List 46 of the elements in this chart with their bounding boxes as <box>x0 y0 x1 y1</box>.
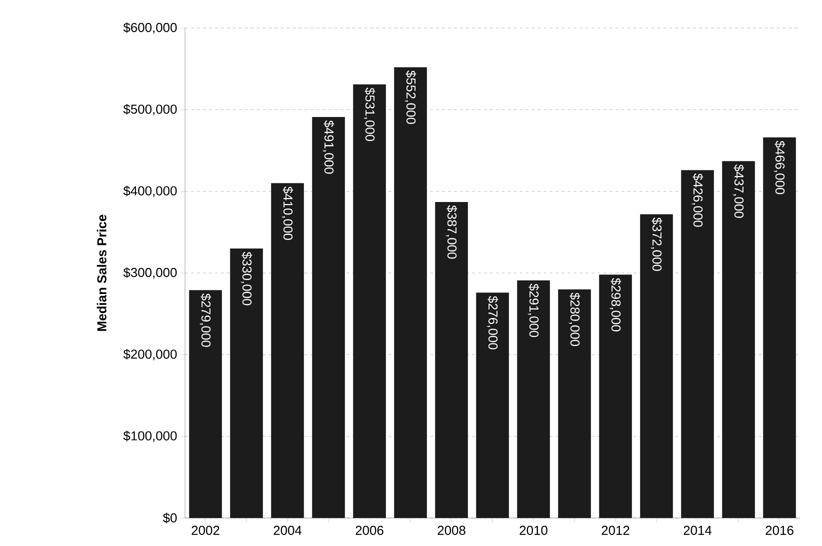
x-tick-label: 2012 <box>602 526 630 535</box>
bar <box>476 292 509 518</box>
x-tick-label: 2006 <box>356 526 384 535</box>
data-label: $298,000 <box>610 278 622 332</box>
bar <box>435 202 468 518</box>
y-tick-label: $200,000 <box>123 349 177 360</box>
data-label: $437,000 <box>732 164 744 218</box>
y-tick-label: $0 <box>162 512 177 524</box>
y-tick-label: $500,000 <box>123 104 177 116</box>
data-label: $491,000 <box>322 120 334 174</box>
data-label: $330,000 <box>240 252 252 306</box>
bar <box>353 84 386 518</box>
data-label: $276,000 <box>486 296 498 350</box>
bar <box>640 214 673 518</box>
bar <box>230 248 263 518</box>
bar <box>763 137 796 518</box>
bar <box>189 290 222 518</box>
data-label: $466,000 <box>774 140 786 194</box>
bar <box>517 280 550 518</box>
bar <box>312 117 345 518</box>
x-tick-label: 2010 <box>520 526 548 535</box>
y-tick-label: $100,000 <box>123 430 177 442</box>
bar <box>722 161 755 518</box>
bar <box>558 289 591 518</box>
x-tick-label: 2016 <box>766 526 794 535</box>
bar <box>681 170 714 518</box>
data-label: $410,000 <box>282 186 294 240</box>
y-tick-label: $300,000 <box>123 267 177 279</box>
data-label: $280,000 <box>568 292 580 346</box>
data-label: $387,000 <box>446 205 458 259</box>
bar <box>271 183 304 518</box>
bar <box>599 274 632 518</box>
data-label: $291,000 <box>528 284 540 338</box>
x-tick-label: 2004 <box>274 526 302 535</box>
data-label: $372,000 <box>650 218 662 271</box>
data-label: $531,000 <box>364 88 376 142</box>
y-axis-title: Median Sales Price <box>96 214 106 331</box>
y-tick-label: $400,000 <box>123 186 177 197</box>
data-label: $552,000 <box>404 70 416 124</box>
x-tick-label: 2008 <box>438 526 466 535</box>
x-tick-label: 2014 <box>684 526 712 535</box>
y-tick-label: $600,000 <box>123 22 177 34</box>
data-label: $426,000 <box>692 173 704 227</box>
bar <box>394 67 427 518</box>
data-label: $279,000 <box>200 293 212 347</box>
x-tick-label: 2002 <box>192 526 220 535</box>
